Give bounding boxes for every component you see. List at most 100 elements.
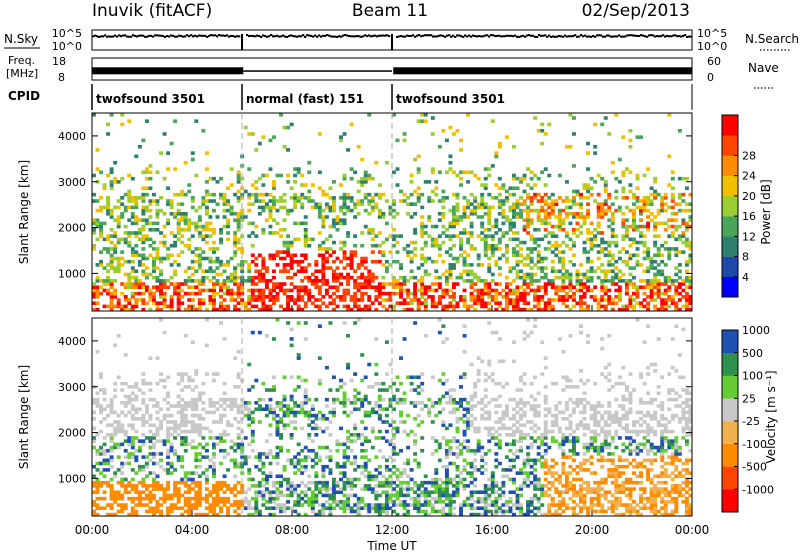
nsky-trace-segment [414,35,417,38]
power-cell [92,113,96,117]
power-cell [162,256,167,261]
velocity-cell [243,407,248,412]
velocity-cell [377,480,382,485]
power-cell [469,208,474,213]
nsky-trace-segment [690,35,693,38]
nsky-trace-segment [542,34,545,37]
velocity-cell [346,362,351,367]
nsky-trace-segment [568,35,571,38]
power-cell [603,275,608,280]
power-cell [116,263,121,267]
power-cell [670,176,675,181]
velocity-cell [137,388,142,392]
power-cell [508,269,513,274]
power-cell [144,234,149,238]
power-cell [346,288,351,293]
power-cell [540,221,545,226]
power-cell [519,215,523,219]
velocity-cell [272,413,276,418]
power-cell [392,234,396,238]
velocity-cell [413,401,418,405]
power-cell [116,256,121,261]
nsky-trace-segment [662,34,665,37]
velocity-cell [310,413,315,418]
nsky-trace-segment [578,35,581,38]
power-cell [434,180,439,184]
velocity-cell [409,503,414,507]
velocity-cell [169,461,174,466]
velocity-cell [243,458,248,463]
velocity-cell [303,391,308,396]
power-cell [512,144,516,149]
power-cell [187,218,192,222]
nsky-trace-segment [544,34,547,37]
power-cell [303,183,308,187]
velocity-cell [197,391,202,396]
power-cell [130,250,135,254]
nsky-trace-segment [174,35,177,38]
power-cell [529,282,534,286]
power-cell [148,291,153,296]
power-cell [448,224,453,229]
velocity-cell [377,448,382,453]
velocity-cell [180,429,185,434]
power-cell [603,288,608,293]
colorbar-swatch [722,276,738,298]
velocity-cell [317,480,322,485]
power-cell [529,202,534,207]
power-cell [275,231,280,235]
velocity-cell [144,464,149,469]
velocity-cell [183,436,188,440]
nsky-trace-segment [322,34,325,37]
power-cell [473,208,478,213]
power-cell [282,250,287,254]
power-cell [169,212,174,216]
power-cell [155,199,160,203]
power-cell [441,196,446,200]
power-cell [187,189,192,194]
power-cell [155,250,160,254]
power-cell [243,125,248,130]
power-cell [370,196,375,200]
power-cell [674,250,679,254]
power-cell [144,176,149,181]
velocity-cell [346,413,351,418]
velocity-cell [180,436,185,440]
power-cell [201,288,206,293]
velocity-cell [346,365,351,370]
power-cell [497,141,502,146]
power-cell [674,266,679,270]
velocity-cell [413,503,418,507]
velocity-cell [141,439,146,443]
nsky-trace-segment [490,34,493,37]
power-cell [462,215,467,219]
velocity-cell [406,461,411,466]
power-cell [487,247,492,251]
power-cell [448,263,453,267]
velocity-cell [296,493,301,498]
power-cell [494,288,499,293]
power-cell [300,202,305,207]
velocity-cell [377,503,382,507]
nsky-trace-segment [152,35,155,38]
power-cell [670,247,675,251]
power-cell [190,304,195,309]
velocity-cell [113,410,118,415]
power-cell [99,285,103,290]
power-cell [303,253,308,258]
velocity-cell [257,452,262,456]
power-cell [173,234,178,238]
power-cell [561,266,566,270]
velocity-cell [360,420,365,424]
power-cell [462,288,467,293]
power-cell [233,253,238,258]
power-cell [550,234,555,238]
power-cell [646,202,651,207]
velocity-cell [233,458,238,463]
velocity-cell [113,432,118,437]
velocity-cell [130,439,135,443]
nsky-trace-segment [462,35,465,38]
power-cell [409,269,414,274]
velocity-cell [275,432,280,437]
power-cell [667,205,672,210]
